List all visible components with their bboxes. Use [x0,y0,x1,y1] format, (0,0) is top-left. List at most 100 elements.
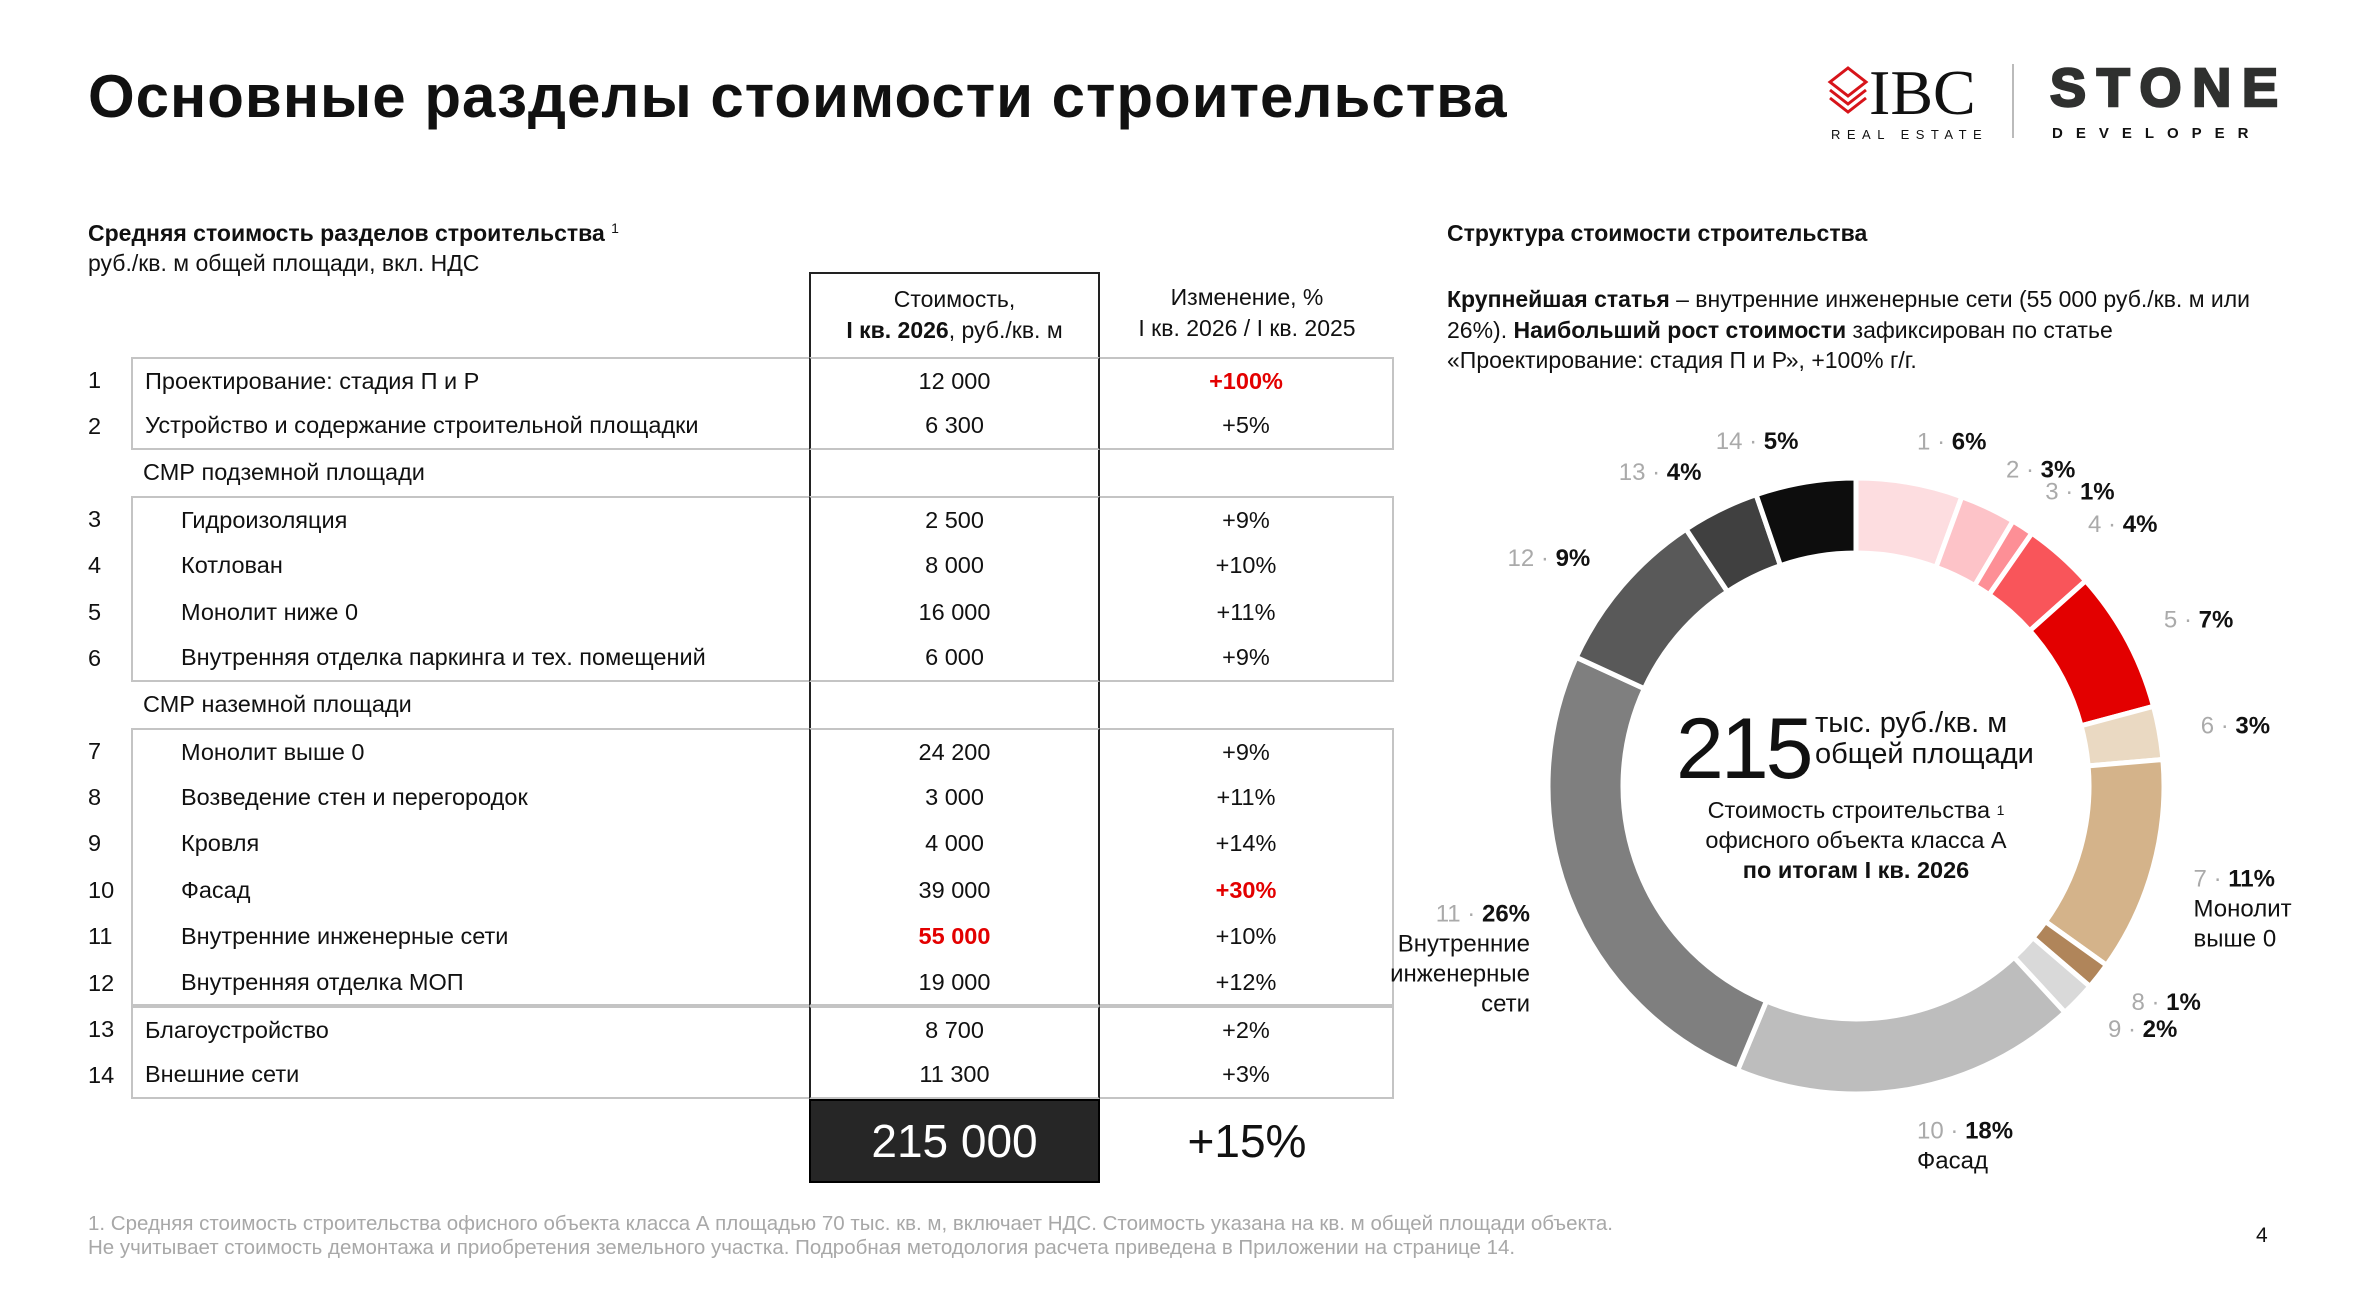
row-cost: 19 000 [809,959,1100,1007]
donut-slice-9 [2010,934,2094,1016]
row-cost: 8 000 [809,542,1100,589]
row-cost: 4 000 [809,820,1100,868]
center-value: 215 [1676,701,1813,797]
column-header-change-line2: I кв. 2026 / I кв. 2025 [1138,315,1356,341]
slice-percent: 6% [1952,428,1987,455]
slice-id: 7 · [2194,865,2229,892]
row-change: +100% [1100,357,1394,404]
row-number: 10 [88,876,115,903]
donut-slice-3 [1971,517,2036,599]
donut-slice-7 [2042,756,2167,969]
slice-id: 11 · [1436,900,1482,927]
stone-logo: STONE DEVELOPER [2050,58,2279,142]
slice-name: сети [1481,990,1530,1017]
footnote-ref: 1 [1996,802,2005,818]
table-row: 12 Внутренняя отделка МОП 19 000 +12% [88,959,1394,1007]
row-number: 3 [88,505,102,532]
row-label: Внутренние инженерные сети [131,913,809,960]
donut-label: 2 · 3% [2006,457,2075,484]
slice-id: 13 · [1619,459,1667,486]
table-row: 5 Монолит ниже 0 16 000 +11% [88,588,1394,636]
table-row: 9 Кровля 4 000 +14% [88,820,1394,868]
row-change: +5% [1100,403,1394,450]
row-number: 14 [88,1062,115,1089]
donut-slice-12 [1572,525,1731,692]
slice-name: Фасад [1917,1148,1988,1175]
row-cost: 2 500 [809,496,1100,543]
summary-bold-2: Наибольший рост стоимости [1513,316,1847,343]
table-subtitle: руб./кв. м общей площади, вкл. НДС [88,250,480,276]
row-change: +3% [1100,1052,1394,1100]
row-change: +9% [1100,496,1394,543]
row-change: +14% [1100,820,1394,868]
row-change: +11% [1100,774,1394,821]
donut-label: 12 · 9% [1508,545,1591,572]
ibc-layers-icon [1827,66,1869,114]
slice-percent: 1% [2166,989,2201,1016]
row-label: Котлован [131,542,809,589]
slice-id: 8 · [2131,989,2166,1016]
row-number: 2 [88,413,102,440]
slice-percent: 4% [2123,511,2158,538]
row-number: 12 [88,969,115,996]
row-label: Внутренняя отделка паркинга и тех. помещ… [131,635,809,682]
total-cost: 215 000 [809,1099,1100,1183]
donut-slice-6 [2078,703,2166,769]
table-row: 7 Монолит выше 0 24 200 +9% [88,728,1394,775]
logo-divider [2012,64,2014,138]
donut-label: 11 · 26% [1436,900,1530,927]
row-number: 9 [88,830,102,857]
row-change: +30% [1100,867,1394,914]
slice-percent: 26% [1482,900,1530,927]
slice-id: 9 · [2108,1016,2143,1043]
column-header-cost: Стоимость, I кв. 2026, руб./кв. м [809,272,1100,357]
slice-percent: 18% [1965,1118,2013,1145]
center-description: Стоимость строительства 1 офисного объек… [1656,795,2056,885]
center-desc-line2: офисного объекта класса А [1705,827,2007,853]
row-number: 6 [88,644,102,671]
table-row: 3 Гидроизоляция 2 500 +9% [88,496,1394,543]
row-cost: 6 000 [809,635,1100,682]
slice-percent: 3% [2235,712,2270,739]
center-desc-text: Стоимость строительства [1707,797,1991,823]
footnote-ref: 1 [611,220,619,236]
donut-label: 6 · 3% [2201,712,2270,739]
row-label: СМР наземной площади [143,691,412,718]
row-change: +9% [1100,635,1394,682]
row-number: 13 [88,1015,115,1042]
page-title: Основные разделы стоимости строительства [88,63,1508,130]
row-label: Фасад [131,867,809,914]
donut-slice-4 [1985,529,2090,635]
slice-name: выше 0 [2194,925,2277,952]
row-number [88,450,131,496]
table-title-text: Средняя стоимость разделов строительства [88,220,605,246]
donut-label: 14 · 5% [1716,428,1799,455]
table-row: 10 Фасад 39 000 +30% [88,867,1394,914]
row-label: Гидроизоляция [131,496,809,543]
row-cost: 11 300 [809,1052,1100,1100]
table-group-heading: СМР наземной площади [88,681,1394,729]
row-number: 4 [88,552,102,579]
row-cost [809,449,1100,497]
row-number: 11 [88,923,113,950]
center-unit: тыс. руб./кв. м общей площади [1815,708,2034,770]
center-desc-line1: Стоимость строительства 1 [1656,795,2056,825]
page-number: 4 [2256,1224,2268,1247]
row-number: 1 [88,366,102,393]
row-change [1100,682,1394,728]
slice-percent: 2% [2143,1016,2178,1043]
column-header-cost-period: I кв. 2026 [846,317,949,343]
center-desc-line3: по итогам I кв. 2026 [1742,857,1970,883]
row-label: Монолит выше 0 [131,728,809,775]
row-cost: 16 000 [809,588,1100,636]
row-number: 5 [88,598,102,625]
center-unit-line2: общей площади [1815,738,2034,770]
slice-id: 6 · [2201,712,2236,739]
row-label: Внутренняя отделка МОП [131,959,809,1007]
row-cost: 3 000 [809,774,1100,821]
row-cost: 55 000 [809,913,1100,960]
slice-percent: 5% [1764,428,1799,455]
table-title: Средняя стоимость разделов строительства… [88,220,619,247]
slice-percent: 7% [2199,607,2234,634]
row-label: Благоустройство [131,1006,809,1053]
